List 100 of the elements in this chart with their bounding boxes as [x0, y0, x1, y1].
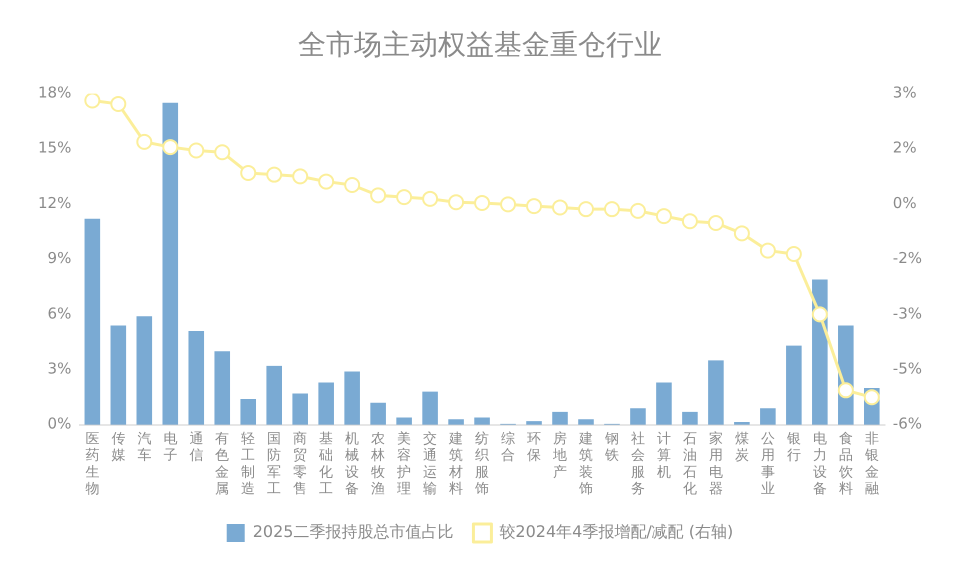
x-tick-label: 建筑装饰 — [578, 430, 593, 498]
point — [760, 242, 776, 259]
point — [630, 202, 646, 219]
bar — [578, 419, 594, 425]
point — [552, 199, 568, 216]
point — [370, 187, 386, 204]
bar — [526, 421, 542, 425]
point — [292, 168, 308, 184]
x-tick-label: 公用事业 — [760, 430, 775, 498]
x-tick-label: 环保 — [527, 430, 542, 464]
bar — [188, 330, 204, 425]
bar — [370, 402, 386, 425]
y-tick-label: 0% — [48, 414, 72, 433]
x-tick-label: 传媒 — [111, 430, 126, 464]
point — [500, 196, 516, 212]
bar — [162, 102, 178, 425]
bar — [786, 346, 802, 425]
x-tick-label: 通信 — [189, 430, 204, 464]
x-tick-label: 商贸零售 — [293, 430, 308, 498]
point — [240, 164, 256, 181]
point — [162, 139, 178, 156]
point — [812, 306, 828, 322]
y-tick-label: 3% — [48, 359, 72, 378]
chart-title: 全市场主动权益基金重仓行业 — [298, 28, 662, 62]
x-tick-label: 银行 — [786, 430, 801, 464]
x-tick-label: 轻工制造 — [241, 430, 256, 498]
point — [422, 190, 438, 207]
x-tick-label: 计算机 — [656, 430, 671, 480]
x-tick-label: 电子 — [163, 430, 178, 464]
bar — [292, 394, 308, 425]
point — [474, 194, 490, 211]
point — [110, 96, 126, 112]
bar — [318, 382, 334, 425]
y2-tick-label: 2% — [892, 138, 917, 157]
y2-tick-label: -2% — [892, 249, 922, 268]
bar — [734, 422, 750, 425]
point — [188, 142, 204, 159]
x-tick-label: 机械设备 — [345, 430, 360, 498]
bar — [760, 408, 776, 425]
bar — [656, 382, 672, 425]
bar — [84, 218, 100, 425]
point — [604, 201, 620, 218]
bar — [136, 316, 152, 425]
y-tick-label: 18% — [38, 83, 72, 102]
y-tick-label: 9% — [48, 249, 72, 268]
point — [838, 382, 854, 398]
point — [734, 225, 750, 242]
bar — [682, 412, 698, 425]
x-tick-label: 食品饮料 — [838, 430, 853, 498]
point — [84, 94, 100, 108]
x-tick-label: 非银金融 — [864, 430, 879, 498]
x-tick-label: 农林牧渔 — [370, 430, 386, 498]
y-tick-label: 12% — [38, 194, 72, 212]
y-tick-label: 15% — [38, 138, 72, 157]
bar — [448, 419, 464, 425]
x-tick-label: 国防军工 — [267, 430, 282, 498]
point — [578, 201, 594, 218]
point — [448, 194, 464, 210]
x-tick-label: 石油石化 — [682, 430, 697, 498]
point — [526, 198, 542, 214]
point — [864, 389, 880, 406]
y-tick-label: 6% — [48, 304, 72, 322]
bar — [422, 392, 438, 425]
y2-tick-label: 0% — [892, 194, 917, 212]
y2-tick-label: -3% — [892, 304, 922, 322]
point — [682, 213, 698, 230]
bar — [110, 325, 126, 425]
x-tick-label: 纺织服饰 — [474, 430, 490, 498]
legend-label: 较2024年4季报增配/减配 (右轴) — [499, 522, 734, 542]
x-tick-label: 煤炭 — [734, 430, 749, 464]
point — [396, 189, 412, 206]
point — [656, 208, 672, 224]
legend-label: 2025二季报持股总市值占比 — [252, 522, 454, 542]
bar — [240, 399, 256, 425]
x-tick-label: 房地产 — [552, 430, 568, 480]
x-tick-label: 钢铁 — [604, 430, 619, 464]
bar — [344, 371, 360, 425]
x-tick-label: 有色金属 — [215, 430, 230, 498]
bar — [214, 351, 230, 425]
x-tick-label: 建筑材料 — [448, 430, 464, 498]
x-tick-label: 基础化工 — [318, 430, 334, 498]
bar — [266, 366, 282, 425]
point — [708, 214, 724, 231]
bar — [396, 417, 412, 425]
x-tick-label: 家用电器 — [708, 430, 723, 498]
x-tick-label: 美容护理 — [396, 430, 412, 498]
point — [266, 166, 282, 183]
y2-tick-label: -5% — [892, 359, 922, 378]
point — [786, 246, 802, 262]
x-tick-label: 汽车 — [137, 430, 152, 464]
bar — [474, 417, 490, 425]
point — [318, 174, 334, 190]
x-tick-label: 社会服务 — [630, 430, 645, 498]
y2-tick-label: -6% — [892, 414, 922, 433]
point — [136, 134, 152, 150]
x-tick-label: 电力设备 — [812, 430, 827, 498]
bar — [708, 360, 724, 425]
bar — [630, 408, 646, 425]
point — [344, 177, 360, 194]
point — [214, 144, 230, 160]
